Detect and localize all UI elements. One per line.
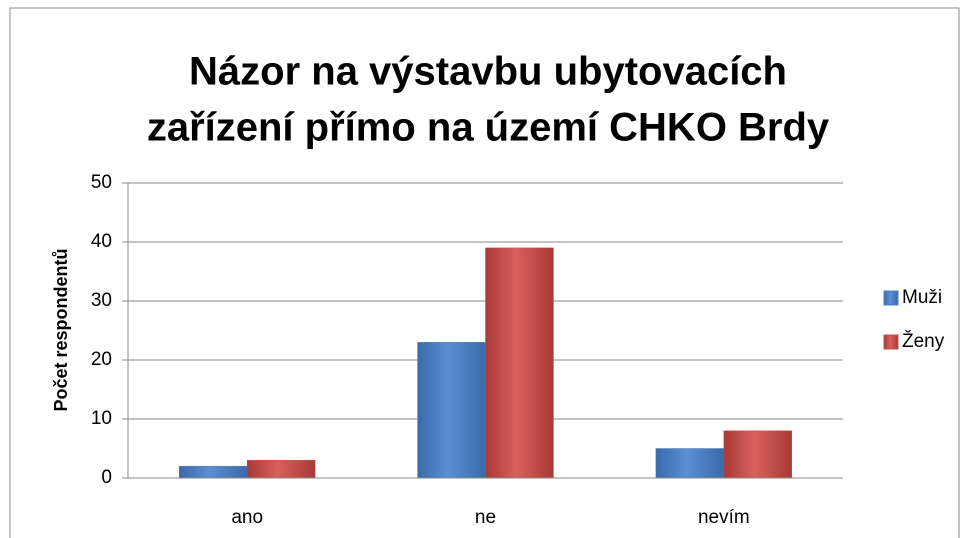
y-tick-label: 0 — [101, 467, 112, 488]
y-tick-label: 40 — [91, 231, 112, 252]
legend-label: Muži — [902, 287, 942, 308]
x-tick-label: ne — [475, 507, 496, 528]
bar — [246, 460, 316, 479]
chart-title: Názor na výstavbu ubytovacích — [189, 50, 787, 94]
y-tick-label: 10 — [91, 408, 112, 429]
legend-swatch — [883, 290, 899, 306]
bar — [417, 342, 486, 479]
bar — [723, 430, 793, 479]
legend-label: Ženy — [902, 330, 945, 352]
x-tick-label: ano — [231, 507, 263, 528]
bar — [655, 448, 725, 479]
y-tick-label: 20 — [91, 349, 112, 370]
chart-title: zařízení přímo na území CHKO Brdy — [147, 106, 830, 150]
y-tick-label: 50 — [91, 172, 112, 193]
bar — [485, 247, 554, 479]
y-axis-label: Počet respondentů — [51, 248, 71, 411]
y-tick-label: 30 — [91, 290, 112, 311]
bar — [178, 465, 248, 479]
legend-swatch — [883, 334, 899, 350]
x-tick-label: nevím — [698, 507, 750, 528]
